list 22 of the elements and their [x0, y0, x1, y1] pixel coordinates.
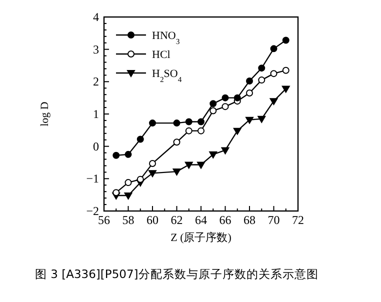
y-tick-label: 0: [93, 139, 99, 154]
x-tick-label: 66: [219, 213, 232, 227]
y-tick-label: −2: [86, 204, 99, 218]
x-tick-label: 56: [98, 213, 110, 227]
x-tick-label: 72: [292, 213, 304, 227]
legend-label: H$_{2}$SO$_{4}$: [152, 68, 182, 84]
x-tick-label: 70: [268, 213, 280, 227]
x-tick-label: 68: [244, 213, 256, 227]
y-tick-label: −1: [86, 172, 99, 186]
x-tick-label: 62: [170, 213, 183, 227]
y-tick-label: 2: [93, 74, 99, 89]
caption: 图 3 [A336][P507]分配系数与原子序数的关系示意图: [35, 267, 318, 281]
x-axis-title: Z (原子序数): [170, 231, 232, 244]
legend-label: HNO$_{3}$: [152, 30, 180, 46]
x-tick-label: 64: [195, 213, 207, 227]
y-tick-label: 4: [93, 10, 99, 24]
x-tick-label: 58: [122, 213, 134, 227]
legend-label: HCl: [152, 49, 170, 61]
y-axis-title: log D: [39, 102, 51, 126]
y-tick-label: 1: [93, 107, 99, 121]
y-tick-label: 3: [93, 42, 99, 56]
x-tick-label: 60: [146, 213, 158, 227]
